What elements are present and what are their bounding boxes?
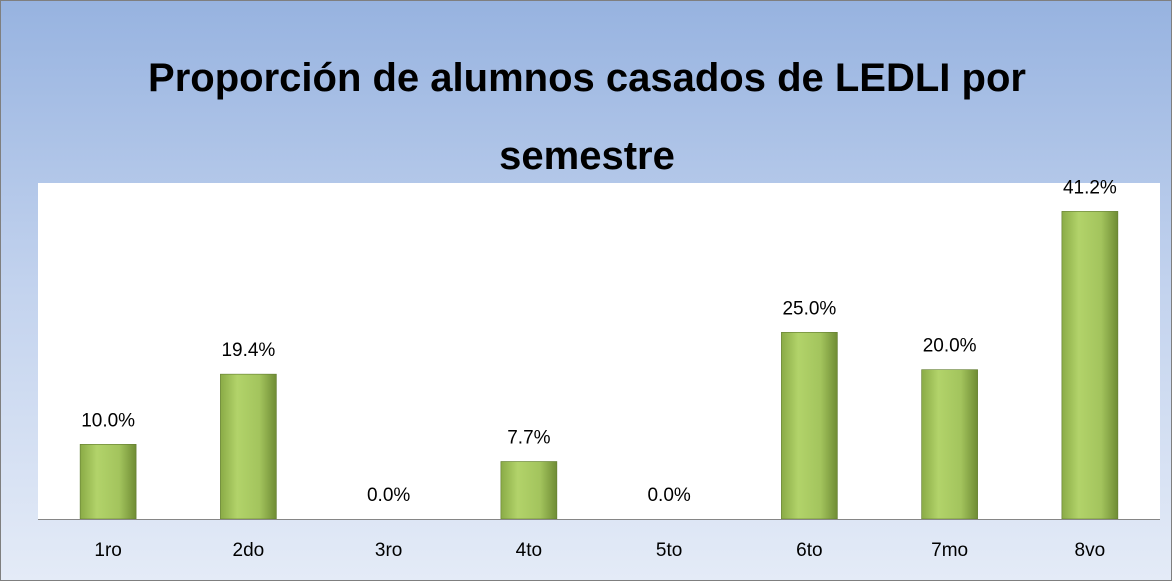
x-tick-label: 6to bbox=[796, 540, 822, 561]
bar bbox=[79, 444, 137, 520]
value-label: 10.0% bbox=[81, 410, 135, 431]
value-label: 0.0% bbox=[647, 485, 690, 506]
plot-area bbox=[38, 183, 1160, 520]
bar bbox=[220, 373, 277, 520]
value-label: 7.7% bbox=[507, 428, 550, 449]
x-tick-label: 8vo bbox=[1075, 540, 1106, 561]
x-tick-label: 5to bbox=[656, 540, 682, 561]
value-label: 41.2% bbox=[1063, 177, 1117, 198]
bar bbox=[1061, 211, 1119, 520]
x-tick-label: 7mo bbox=[931, 540, 968, 561]
value-label: 20.0% bbox=[923, 336, 977, 357]
x-tick-label: 3ro bbox=[375, 540, 402, 561]
x-tick-label: 2do bbox=[233, 540, 265, 561]
value-label: 25.0% bbox=[782, 298, 836, 319]
x-tick-label: 4to bbox=[516, 540, 542, 561]
bar bbox=[781, 332, 838, 520]
x-tick-label: 1ro bbox=[94, 540, 121, 561]
bar bbox=[500, 461, 558, 520]
value-label: 19.4% bbox=[221, 340, 275, 361]
value-label: 0.0% bbox=[367, 485, 410, 506]
chart-title: Proporción de alumnos casados de LEDLI p… bbox=[148, 56, 1026, 178]
bar bbox=[921, 369, 978, 520]
